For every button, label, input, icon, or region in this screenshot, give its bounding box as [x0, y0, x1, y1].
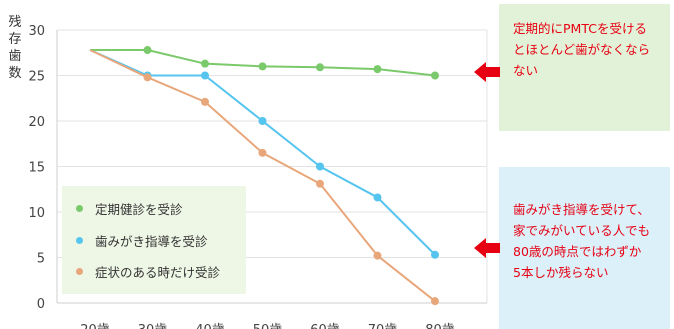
x-tick-label: 80歳 — [425, 323, 455, 329]
data-point — [201, 59, 209, 68]
annotation-line: とほとんど歯がなくなら — [513, 42, 651, 57]
x-tick-label: 40歳 — [195, 323, 225, 329]
annotation-line: 5本しか残らない — [513, 265, 609, 280]
y-tick-label: 15 — [28, 161, 45, 176]
data-point — [258, 148, 267, 157]
data-point — [431, 71, 439, 80]
annotation-box-brushing: 歯みがき指導を受けて、 家でみがいている人でも 80歳の時点ではわずか 5本しか… — [499, 167, 670, 329]
data-point — [258, 117, 267, 125]
data-point — [143, 73, 152, 82]
annotation-box-pmtc: 定期的にPMTCを受ける とほとんど歯がなくなら ない — [499, 4, 670, 131]
legend-marker — [76, 236, 83, 244]
data-point — [143, 46, 152, 55]
x-tick-label: 20歳 — [80, 323, 110, 329]
y-tick-label: 10 — [28, 206, 45, 221]
y-axis-label-char: 数 — [8, 66, 22, 81]
annotation-line: 80歳の時点ではわずか — [513, 244, 642, 259]
legend-label: 歯みがき指導を受診 — [95, 233, 208, 249]
legend-item: 定期健診を受診 — [76, 198, 183, 218]
data-point — [316, 179, 324, 188]
y-tick-label: 0 — [37, 297, 45, 312]
data-point — [431, 250, 439, 259]
legend-item: 症状のある時だけ受診 — [76, 261, 220, 281]
x-tick-label: 70歳 — [368, 323, 398, 329]
annotation-line: ない — [513, 63, 539, 78]
data-point — [373, 251, 382, 260]
legend-label: 定期健診を受診 — [95, 201, 183, 217]
data-point — [431, 297, 439, 306]
data-point — [316, 162, 324, 171]
arrow-left-icon — [474, 62, 500, 82]
data-point — [201, 71, 209, 80]
y-axis-label-char: 歯 — [8, 49, 22, 64]
legend: 定期健診を受診 歯みがき指導を受診 症状のある時だけ受診 — [62, 186, 246, 294]
y-axis-label-char: 存 — [8, 32, 22, 47]
legend-marker — [76, 204, 83, 212]
y-tick-label: 20 — [28, 115, 45, 130]
arrow-left-icon — [474, 238, 500, 258]
data-point — [201, 97, 209, 106]
data-point — [258, 62, 267, 71]
data-point — [373, 65, 382, 74]
y-tick-label: 30 — [28, 24, 45, 39]
legend-marker — [76, 267, 83, 275]
x-tick-label: 50歳 — [253, 323, 283, 329]
x-tick-label: 60歳 — [310, 323, 340, 329]
y-tick-label: 5 — [37, 252, 45, 267]
data-point — [373, 193, 382, 202]
annotation-line: 定期的にPMTCを受ける — [513, 21, 647, 36]
annotation-line: 家でみがいている人でも — [513, 223, 651, 238]
data-point — [316, 63, 324, 72]
legend-item: 歯みがき指導を受診 — [76, 230, 208, 250]
x-tick-label: 30歳 — [138, 323, 168, 329]
annotation-line: 歯みがき指導を受けて、 — [513, 202, 650, 217]
legend-label: 症状のある時だけ受診 — [95, 264, 221, 280]
y-axis-label-char: 残 — [8, 15, 22, 30]
y-axis-label: 残 存 歯 数 — [6, 14, 24, 82]
y-tick-label: 25 — [28, 70, 45, 85]
